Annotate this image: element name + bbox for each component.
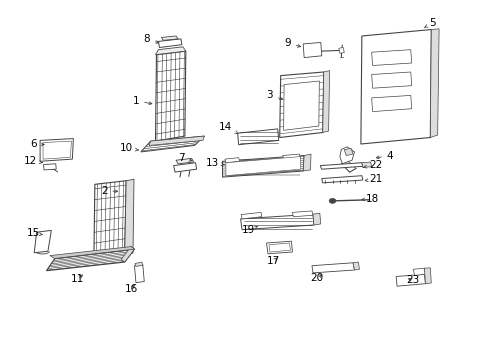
Polygon shape [371,50,411,66]
Polygon shape [412,268,425,275]
Polygon shape [158,39,182,48]
Polygon shape [338,48,344,53]
Polygon shape [155,47,185,55]
Text: 23: 23 [406,275,419,285]
Polygon shape [360,30,430,144]
Polygon shape [141,136,204,152]
Text: 7: 7 [177,153,192,163]
Text: 6: 6 [30,139,44,149]
Text: 2: 2 [101,186,117,196]
Polygon shape [361,162,371,167]
Polygon shape [240,214,313,230]
Polygon shape [322,71,329,132]
Polygon shape [339,147,354,164]
Polygon shape [222,156,304,177]
Text: 10: 10 [120,143,138,153]
Polygon shape [124,179,134,254]
Polygon shape [395,274,425,286]
Text: 5: 5 [423,18,435,28]
Polygon shape [224,158,239,163]
Polygon shape [155,51,185,141]
Text: 22: 22 [363,160,382,170]
Polygon shape [241,212,261,219]
Polygon shape [344,148,352,156]
Circle shape [328,198,335,203]
Polygon shape [94,181,126,258]
Polygon shape [279,72,323,138]
Text: 15: 15 [26,228,42,238]
Text: 9: 9 [284,38,300,48]
Polygon shape [225,157,300,176]
Polygon shape [149,136,204,145]
Polygon shape [50,247,134,258]
Polygon shape [161,36,178,40]
Polygon shape [311,263,354,273]
Polygon shape [352,262,359,270]
Polygon shape [34,230,51,253]
Text: 8: 8 [143,34,159,44]
Polygon shape [424,268,430,284]
Polygon shape [121,247,134,262]
Polygon shape [320,163,362,169]
Polygon shape [134,265,144,283]
Polygon shape [283,81,319,130]
Polygon shape [40,139,73,161]
Polygon shape [43,141,71,159]
Text: 20: 20 [310,273,323,283]
Text: 3: 3 [266,90,282,100]
Text: 11: 11 [70,274,84,284]
Text: 21: 21 [365,174,382,184]
Text: 12: 12 [23,156,42,166]
Polygon shape [43,164,56,170]
Text: 1: 1 [132,96,152,106]
Polygon shape [292,211,312,217]
Polygon shape [135,262,142,266]
Text: 17: 17 [266,256,280,266]
Text: 13: 13 [205,158,224,168]
Polygon shape [173,163,196,172]
Text: 4: 4 [375,150,393,161]
Polygon shape [303,42,321,58]
Text: 14: 14 [219,122,238,134]
Polygon shape [303,154,310,171]
Text: 16: 16 [124,284,138,294]
Polygon shape [94,253,133,258]
Polygon shape [268,243,290,252]
Text: 18: 18 [361,194,379,204]
Polygon shape [46,249,134,271]
Polygon shape [321,176,362,183]
Polygon shape [266,241,292,254]
Polygon shape [371,95,411,112]
Polygon shape [176,158,193,164]
Polygon shape [282,154,300,159]
Polygon shape [429,29,438,138]
Polygon shape [237,129,278,145]
Text: 19: 19 [241,225,257,235]
Polygon shape [312,213,320,225]
Polygon shape [371,72,411,88]
